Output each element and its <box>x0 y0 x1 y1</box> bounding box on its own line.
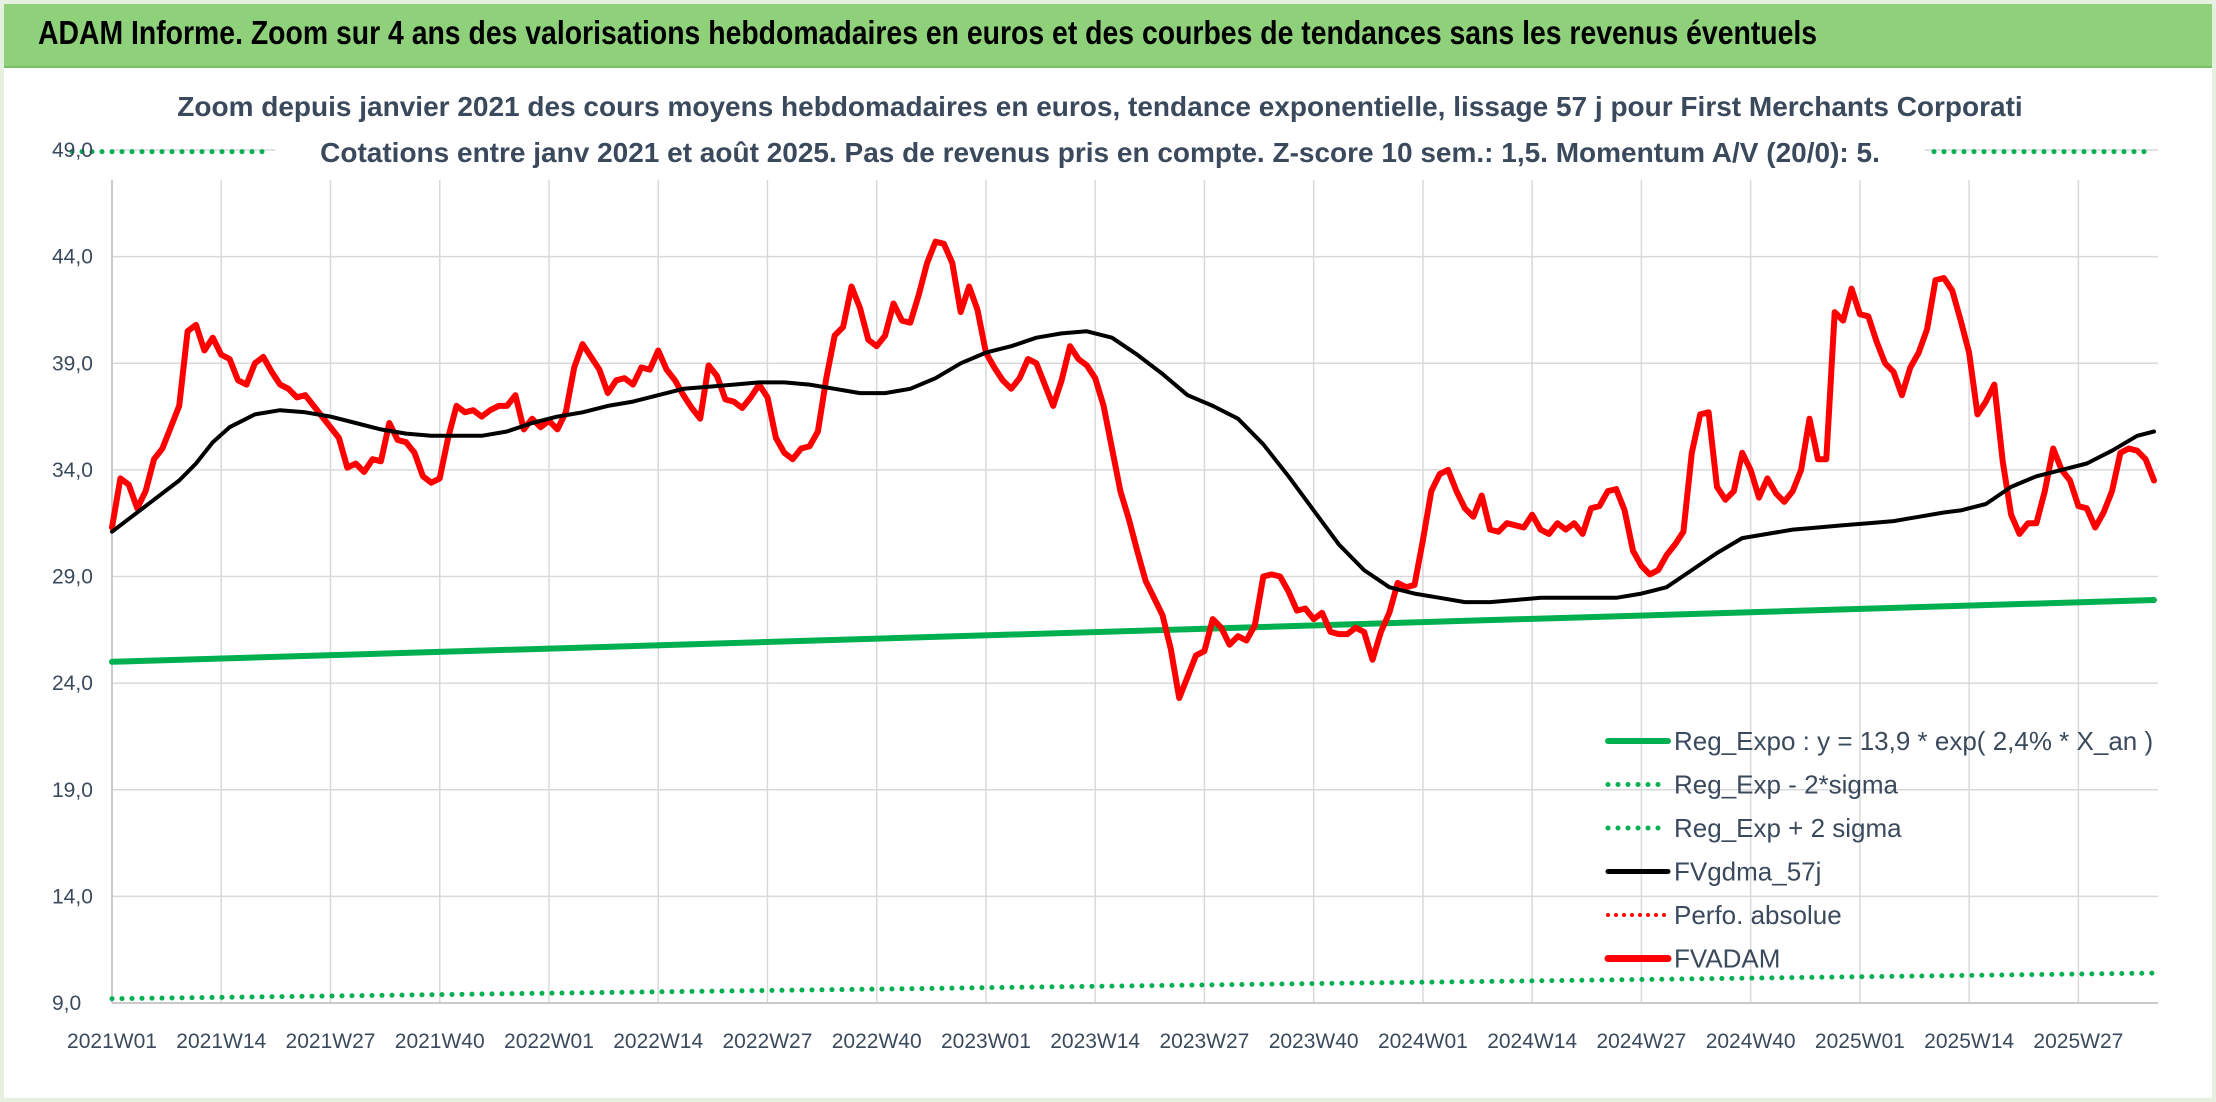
y-axis-ticks: 9,0 14,0 19,0 24,0 29,0 34,0 39,0 44,0 49,0 <box>52 139 93 1015</box>
legend-reg-expo-label: Reg_Expo : y = 13,9 * exp( 2,4% * X_an ) <box>1674 726 2153 756</box>
x-tick-label: 2025W27 <box>2033 1030 2123 1053</box>
x-tick-label: 2022W40 <box>832 1030 922 1053</box>
x-tick-label: 2023W14 <box>1050 1030 1140 1053</box>
y-tick-label: 19,0 <box>52 779 93 802</box>
series-fvgdma-57j-line <box>110 329 2156 605</box>
chart-legend: Reg_Expo : y = 13,9 * exp( 2,4% * X_an )… <box>1604 726 2153 974</box>
legend-fvgdma-label: FVgdma_57j <box>1674 857 1821 887</box>
x-tick-label: 2024W40 <box>1706 1030 1796 1053</box>
x-tick-label: 2025W01 <box>1815 1030 1905 1053</box>
y-tick-label: 24,0 <box>52 672 93 695</box>
x-tick-label: 2021W01 <box>67 1030 157 1053</box>
y-tick-label: 14,0 <box>52 885 93 908</box>
series-reg-exp-minus-2sigma <box>109 970 2157 1002</box>
x-tick-label: 2022W27 <box>723 1030 813 1053</box>
x-tick-label: 2024W27 <box>1596 1030 1686 1053</box>
x-tick-label: 2023W40 <box>1269 1030 1359 1053</box>
series-fvadam-line <box>109 238 2157 702</box>
legend-fvadam-label: FVADAM <box>1674 944 1780 974</box>
legend-reg-exp-minus-label: Reg_Exp - 2*sigma <box>1674 770 1899 800</box>
y-tick-label: 44,0 <box>52 246 93 269</box>
x-tick-label: 2023W27 <box>1159 1030 1249 1053</box>
x-tick-label: 2022W01 <box>504 1030 594 1053</box>
x-tick-label: 2023W01 <box>941 1030 1031 1053</box>
y-tick-label: 39,0 <box>52 352 93 375</box>
chart-grid <box>111 149 2158 1004</box>
y-tick-label: 34,0 <box>52 459 93 482</box>
subtitle-background <box>275 72 1925 170</box>
y-tick-label: 9,0 <box>52 992 81 1015</box>
plot-area <box>69 149 2157 1002</box>
x-tick-label: 2025W14 <box>1924 1030 2014 1053</box>
y-tick-label: 49,0 <box>52 139 93 162</box>
title-banner: ADAM Informe. Zoom sur 4 ans des valoris… <box>4 4 2212 68</box>
chart-subtitle-2: Cotations entre janv 2021 et août 2025. … <box>320 137 1880 168</box>
legend-perfo-absolue-label: Perfo. absolue <box>1674 900 1842 930</box>
banner-title: ADAM Informe. Zoom sur 4 ans des valoris… <box>38 14 1818 51</box>
x-tick-label: 2024W14 <box>1487 1030 1577 1053</box>
x-tick-label: 2022W14 <box>613 1030 703 1053</box>
y-tick-label: 29,0 <box>52 566 93 589</box>
x-tick-label: 2021W27 <box>286 1030 376 1053</box>
x-axis-ticks: 2021W01 2021W14 2021W27 2021W40 2022W01 2022W… <box>67 1030 2123 1053</box>
chart-subtitle-1: Zoom depuis janvier 2021 des cours moyen… <box>177 91 2022 122</box>
x-tick-label: 2021W14 <box>176 1030 266 1053</box>
x-tick-label: 2024W01 <box>1378 1030 1468 1053</box>
x-tick-label: 2021W40 <box>395 1030 485 1053</box>
series-reg-expo-line <box>109 597 2157 665</box>
legend-reg-exp-plus-label: Reg_Exp + 2 sigma <box>1674 813 1902 843</box>
